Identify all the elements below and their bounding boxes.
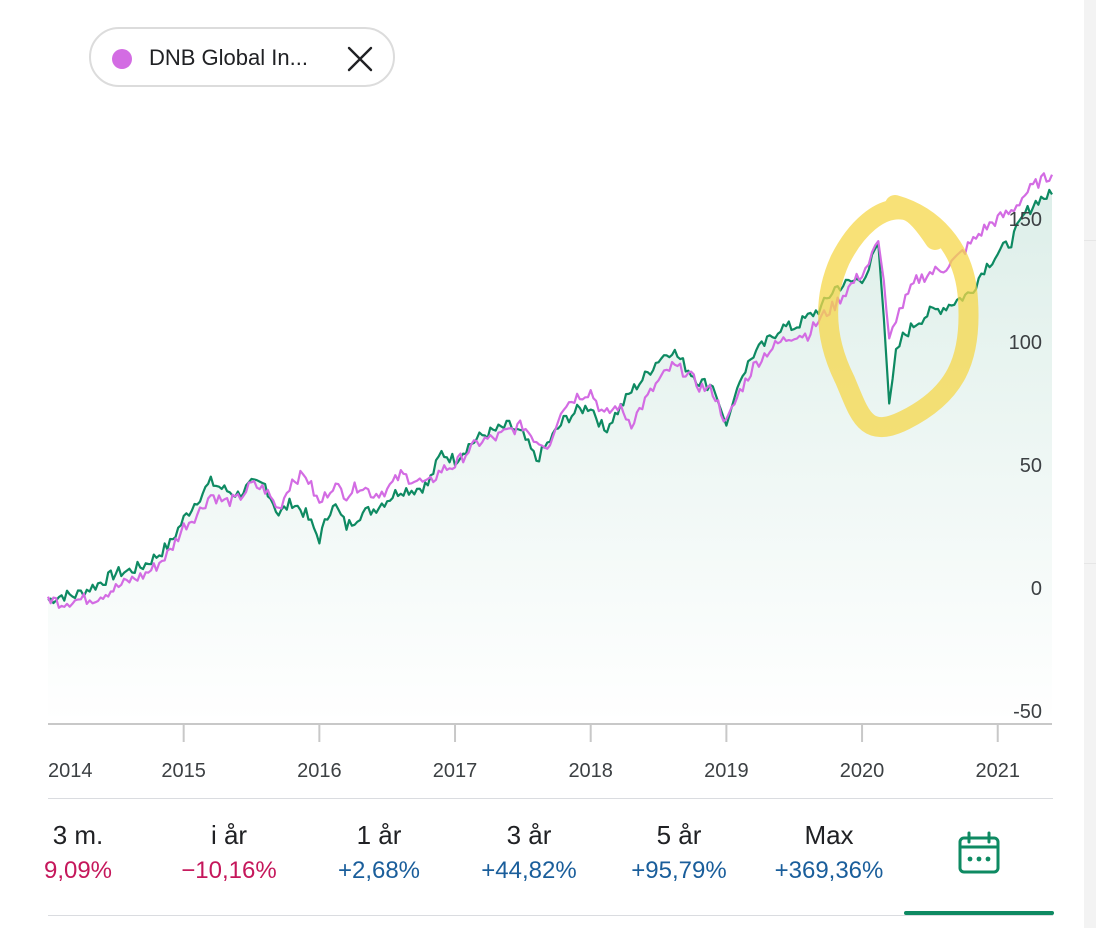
period-tab[interactable]: Max +369,36% — [754, 819, 904, 887]
period-tab[interactable]: 3 år +44,82% — [454, 819, 604, 887]
x-tick-label: 2015 — [161, 760, 206, 782]
y-tick-label: 0 — [1031, 578, 1042, 600]
fund-series-line — [46, 172, 1054, 609]
y-tick-label: 150 — [1009, 209, 1042, 231]
period-return-value: +44,82% — [481, 857, 577, 884]
x-tick-label: 2018 — [568, 760, 613, 782]
highlight-annotation — [818, 195, 979, 438]
y-tick-label: 50 — [1020, 455, 1042, 477]
x-tick-label: 2016 — [297, 760, 342, 782]
period-return-value: 9,09% — [43, 857, 113, 884]
period-label: 3 år — [506, 820, 552, 850]
period-return-value: +2,68% — [337, 857, 421, 884]
close-icon[interactable] — [346, 45, 374, 73]
period-return-value: +369,36% — [774, 857, 884, 884]
period-tab[interactable]: 5 år +95,79% — [604, 819, 754, 887]
period-tab[interactable]: 3 m. 9,09% — [3, 819, 153, 887]
period-returns-tabs: 3 m. 9,09% i år −10,16% 1 år +2,68% 3 år +44,82… — [44, 798, 1054, 916]
period-tab[interactable]: 1 år +2,68% — [304, 819, 454, 887]
period-label: 3 m. — [52, 820, 104, 850]
period-label: 1 år — [356, 820, 402, 850]
x-tick-label: 2019 — [704, 760, 749, 782]
calendar-icon — [956, 831, 1002, 882]
x-tick-label: 2020 — [840, 760, 885, 782]
series-color-dot — [112, 49, 132, 69]
period-label: Max — [804, 820, 854, 850]
period-return-value: +95,79% — [631, 857, 727, 884]
period-tab[interactable]: i år −10,16% — [154, 819, 304, 887]
x-tick-label: 2017 — [433, 760, 478, 782]
period-label: i år — [210, 820, 248, 850]
legend-chip[interactable]: DNB Global In... — [89, 27, 395, 87]
calendar-tab[interactable] — [904, 799, 1054, 915]
legend-chip-label: DNB Global In... — [149, 45, 308, 70]
y-tick-label: -50 — [1013, 701, 1042, 723]
x-tick-label: 2014 — [48, 760, 93, 782]
benchmark-area — [48, 189, 1052, 724]
side-panel-edge — [1084, 0, 1096, 928]
performance-chart: 2014 2015 2016 2017 2018 2019 2020 2021 -50 0 50 10… — [46, 172, 1054, 782]
period-label: 5 år — [656, 820, 702, 850]
x-tick-label: 2021 — [975, 760, 1020, 782]
side-panel-divider — [1084, 240, 1096, 241]
side-panel-divider — [1084, 563, 1096, 564]
active-tab-indicator — [904, 911, 1054, 915]
benchmark-series-line — [47, 188, 1053, 605]
y-tick-label: 100 — [1009, 332, 1042, 354]
period-return-value: −10,16% — [181, 857, 277, 884]
